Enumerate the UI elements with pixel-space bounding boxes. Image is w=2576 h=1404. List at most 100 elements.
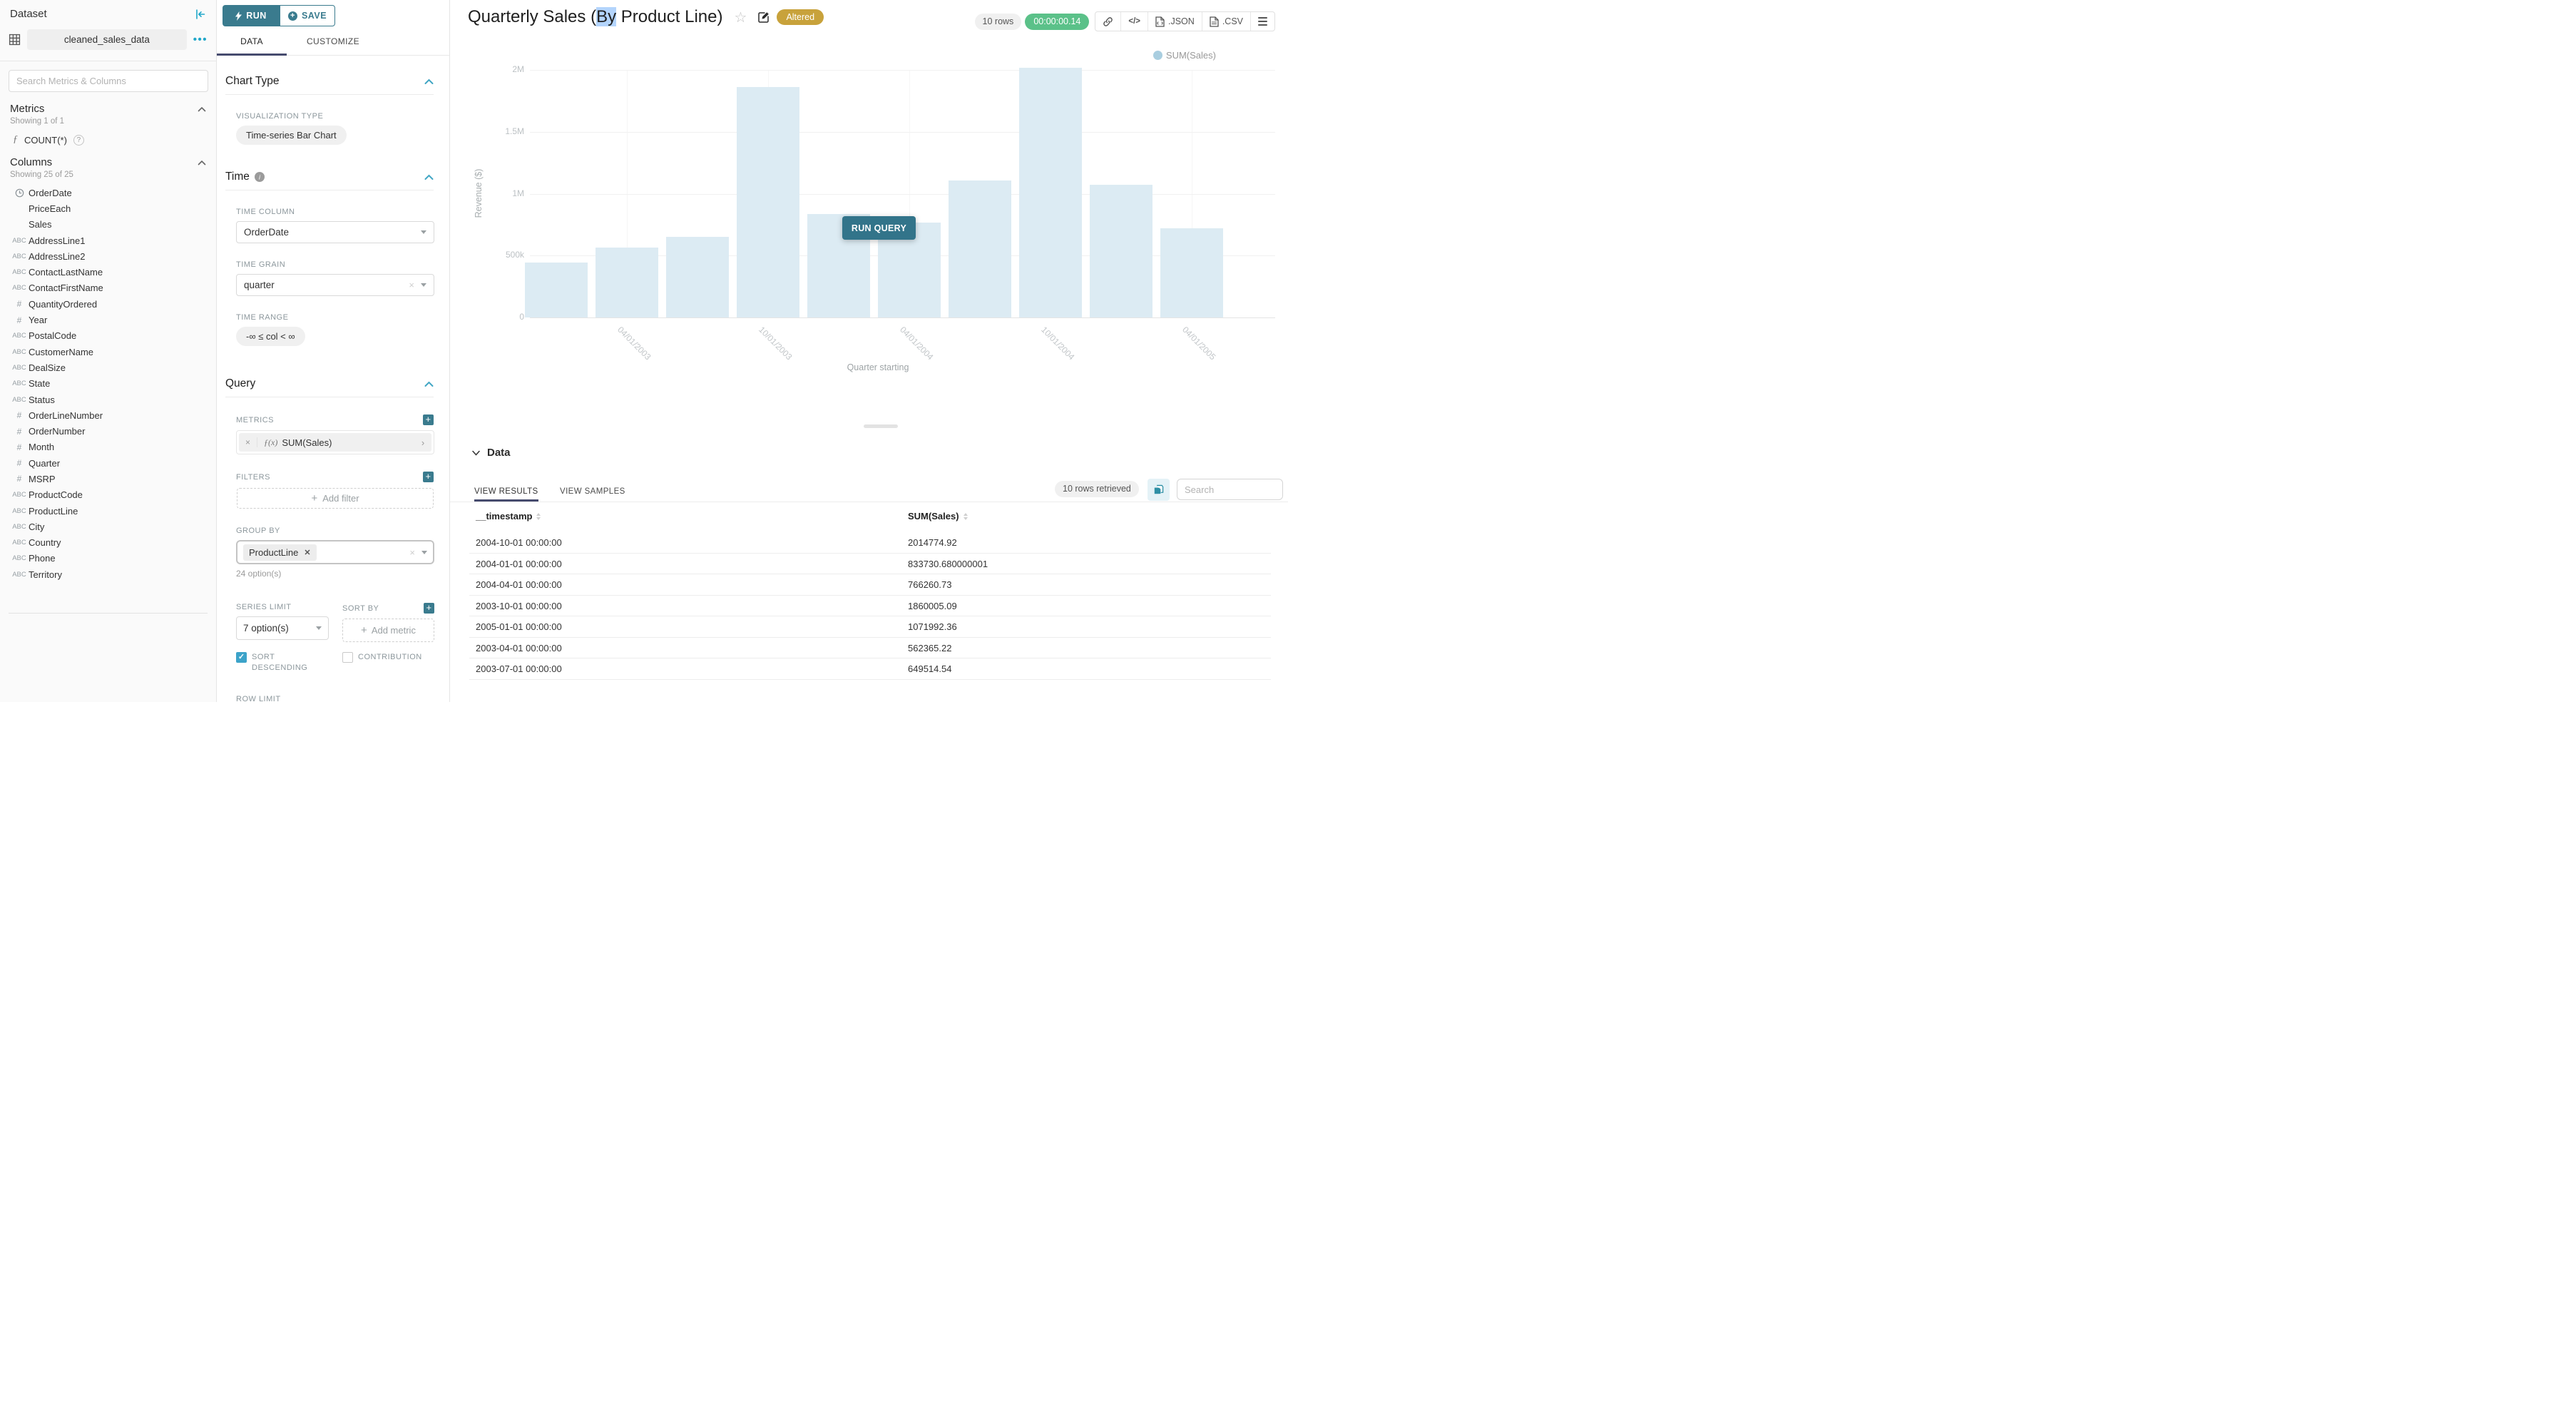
tab-view-samples[interactable]: VIEW SAMPLES [560, 487, 625, 496]
clear-icon[interactable]: × [409, 546, 415, 558]
column-item[interactable]: OrderDate [0, 185, 216, 200]
edit-title-icon[interactable] [758, 11, 770, 23]
add-filter-dropzone[interactable]: + Add filter [237, 488, 434, 509]
favorite-star-icon[interactable]: ☆ [734, 9, 747, 26]
menu-button[interactable] [1250, 12, 1274, 31]
column-item[interactable]: ABC ProductCode [0, 487, 216, 503]
metric-item[interactable]: ƒ COUNT(*) ? [0, 126, 216, 146]
column-item[interactable]: ABC ProductLine [0, 503, 216, 519]
column-item[interactable]: # Quarter [0, 455, 216, 471]
copy-data-button[interactable] [1148, 479, 1170, 501]
time-column-select[interactable]: OrderDate [236, 221, 434, 243]
run-query-overlay-button[interactable]: RUN QUERY [842, 216, 916, 240]
column-item[interactable]: # OrderLineNumber [0, 407, 216, 423]
remove-metric-icon[interactable]: × [239, 437, 257, 447]
column-item[interactable]: ABC Territory [0, 566, 216, 582]
column-item[interactable]: ABC Country [0, 535, 216, 551]
column-item[interactable]: ABC Phone [0, 551, 216, 566]
gridline [530, 317, 1275, 318]
add-sort-metric-button[interactable]: + [424, 603, 434, 614]
save-button[interactable]: + SAVE [280, 5, 335, 26]
column-item[interactable]: ABC State [0, 376, 216, 392]
bar[interactable] [596, 248, 658, 317]
embed-code-button[interactable]: </> [1120, 12, 1148, 31]
remove-chip-icon[interactable]: ✕ [304, 548, 311, 557]
bar[interactable] [1019, 68, 1082, 317]
group-by-chip[interactable]: ProductLine ✕ [243, 544, 317, 561]
metrics-columns-search-input[interactable] [9, 70, 208, 92]
data-section-toggle[interactable]: Data [472, 447, 511, 459]
chart-panel: Quarterly Sales (By Product Line) ☆ Alte… [450, 0, 1288, 702]
column-item[interactable]: PriceEach [0, 200, 216, 216]
text-type-icon: ABC [12, 284, 26, 292]
clear-icon[interactable]: × [409, 280, 414, 290]
column-item[interactable]: ABC PostalCode [0, 328, 216, 344]
bar[interactable] [1090, 185, 1152, 317]
chevron-up-icon[interactable] [424, 381, 434, 387]
sort-icon [963, 512, 968, 520]
x-axis-tick-label: 10/01/2004 [1039, 325, 1077, 362]
bar[interactable] [949, 180, 1011, 317]
visualization-type-value[interactable]: Time-series Bar Chart [236, 126, 347, 145]
results-search-input[interactable] [1177, 479, 1283, 500]
column-item-label: ProductCode [29, 489, 83, 501]
column-item[interactable]: ABC AddressLine2 [0, 248, 216, 264]
dataset-name[interactable]: cleaned_sales_data [27, 29, 187, 50]
query-timer-pill: 00:00:00.14 [1025, 13, 1090, 30]
add-filter-button[interactable]: + [423, 472, 434, 482]
column-item[interactable]: # OrderNumber [0, 423, 216, 439]
bar[interactable] [525, 262, 588, 317]
info-icon[interactable]: i [254, 172, 265, 182]
chart-legend[interactable]: SUM(Sales) [1152, 50, 1216, 61]
chevron-up-icon[interactable] [198, 160, 206, 166]
column-item[interactable]: # QuantityOrdered [0, 296, 216, 312]
column-item[interactable]: ABC CustomerName [0, 344, 216, 360]
chevron-up-icon[interactable] [424, 174, 434, 180]
table-row: 2003-04-01 00:00:00 562365.22 [469, 638, 1271, 658]
help-icon[interactable]: ? [73, 134, 84, 146]
column-header-sum-sales[interactable]: SUM(Sales) [908, 511, 968, 522]
export-json-button[interactable]: .JSON [1148, 12, 1202, 31]
chevron-up-icon[interactable] [424, 78, 434, 85]
text-type-icon: ABC [12, 252, 26, 260]
column-item[interactable]: # Year [0, 312, 216, 327]
chevron-up-icon[interactable] [198, 106, 206, 112]
dataset-more-icon[interactable]: ••• [193, 34, 208, 46]
tab-customize[interactable]: CUSTOMIZE [306, 36, 360, 46]
column-header-timestamp[interactable]: __timestamp [476, 511, 541, 522]
panel-resize-handle[interactable] [864, 424, 898, 428]
bar[interactable] [666, 237, 729, 317]
altered-badge[interactable]: Altered [777, 9, 824, 25]
metric-chip[interactable]: × ƒ(x) SUM(Sales) › [239, 433, 431, 452]
column-item[interactable]: ABC Status [0, 392, 216, 407]
column-item[interactable]: ABC ContactFirstName [0, 280, 216, 296]
group-by-select[interactable]: ProductLine ✕ × [236, 540, 434, 564]
column-item[interactable]: Sales [0, 217, 216, 233]
chart-title[interactable]: Quarterly Sales (By Product Line) [468, 7, 723, 26]
run-button[interactable]: RUN [223, 5, 280, 26]
sort-descending-checkbox[interactable]: ✓ [236, 652, 247, 663]
column-item[interactable]: # Month [0, 439, 216, 455]
export-csv-button[interactable]: .CSV [1201, 12, 1250, 31]
contribution-checkbox[interactable] [342, 652, 353, 663]
tab-view-results[interactable]: VIEW RESULTS [474, 487, 538, 496]
add-metric-button[interactable]: + [423, 414, 434, 425]
time-grain-select[interactable]: quarter × [236, 274, 434, 296]
bar[interactable] [1160, 228, 1223, 317]
chevron-right-icon[interactable]: › [421, 437, 425, 448]
column-item[interactable]: ABC City [0, 519, 216, 534]
sort-by-dropzone[interactable]: + Add metric [342, 619, 434, 642]
cell-sum-sales: 649514.54 [908, 663, 952, 674]
column-item[interactable]: ABC DealSize [0, 360, 216, 375]
copy-link-button[interactable] [1095, 12, 1120, 31]
collapse-panel-icon[interactable] [195, 9, 206, 20]
json-file-icon [1155, 16, 1165, 27]
column-item[interactable]: ABC AddressLine1 [0, 233, 216, 248]
series-limit-select[interactable]: 7 option(s) [236, 616, 329, 640]
time-range-value[interactable]: -∞ ≤ col < ∞ [236, 327, 305, 346]
column-item[interactable]: ABC ContactLastName [0, 264, 216, 280]
bar[interactable] [737, 87, 799, 317]
column-item[interactable]: # MSRP [0, 471, 216, 487]
tab-data[interactable]: DATA [240, 36, 263, 46]
row-count-pill: 10 rows [974, 13, 1022, 30]
